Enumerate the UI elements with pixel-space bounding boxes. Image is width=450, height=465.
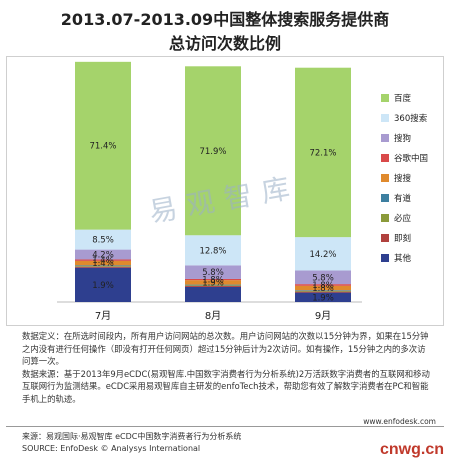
bar-segment-必应-7月 (75, 266, 131, 267)
bar-segment-有道-9月 (295, 290, 351, 291)
bar-segment-即刻-9月 (295, 291, 351, 293)
bar-segment-即刻-7月 (75, 266, 131, 268)
bar-segment-搜搜-8月 (185, 280, 241, 285)
data-definition-note: 数据定义：在所选时间段内，所有用户访问网站的总次数。用户访问网站的次数以15分钟… (22, 331, 429, 367)
bar-segment-搜狗-8月 (185, 265, 241, 279)
chart-title-line2: 总访问次数比例 (168, 34, 281, 53)
legend-swatch-必应 (381, 214, 389, 222)
legend-label-必应: 必应 (394, 213, 412, 224)
legend-label-有道: 有道 (394, 193, 412, 204)
bar-segment-百度-9月 (295, 67, 351, 238)
legend-label-360搜索: 360搜索 (394, 113, 427, 124)
data-label-百度-7月: 71.4% (89, 142, 116, 152)
data-label-搜狗-9月: 5.8% (312, 273, 334, 283)
data-label-360搜索-7月: 8.5% (92, 236, 114, 246)
bar-segment-360搜索-7月 (75, 229, 131, 250)
legend-label-即刻: 即刻 (394, 233, 411, 244)
data-label-其他-9月: 1.9% (312, 293, 334, 303)
bar-segment-必应-8月 (185, 285, 241, 287)
x-tick-label-7月: 7月 (95, 310, 111, 322)
bar-segment-百度-8月 (185, 66, 241, 236)
bar-segment-其他-7月 (75, 267, 131, 302)
bar-segment-其他-8月 (185, 286, 241, 302)
bar-segment-百度-7月 (75, 61, 131, 230)
bar-segment-其他-9月 (295, 292, 351, 302)
bar-segment-搜搜-7月 (75, 260, 131, 266)
data-source-note: 数据来源：基于2013年9月eCDC(易观智库.中国数字消费者行为分析系统)2万… (22, 368, 430, 404)
bar-segment-搜搜-9月 (295, 285, 351, 291)
data-label-搜搜-8月: 1.9% (202, 278, 224, 288)
legend-swatch-谷歌中国 (381, 154, 389, 162)
bar-segment-搜狗-7月 (75, 249, 131, 260)
data-label-百度-9月: 72.1% (309, 148, 336, 158)
legend-label-谷歌中国: 谷歌中国 (394, 153, 428, 164)
data-label-搜搜-9月: 1.8% (312, 284, 334, 294)
legend-label-搜狗: 搜狗 (394, 133, 411, 144)
legend-swatch-其他 (381, 254, 389, 262)
legend-swatch-搜狗 (381, 134, 389, 142)
data-label-搜狗-7月: 4.2% (92, 251, 114, 261)
bar-segment-有道-7月 (75, 265, 131, 267)
legend-label-搜搜: 搜搜 (394, 173, 412, 184)
data-label-360搜索-9月: 14.2% (309, 250, 336, 260)
data-label-谷歌中国-8月: 1.8% (202, 276, 224, 286)
cnwg-logo: cnwg.cn (379, 441, 444, 458)
bar-segment-必应-9月 (295, 290, 351, 292)
bar-segment-即刻-8月 (185, 286, 241, 287)
notes: 数据定义：在所选时间段内，所有用户访问网站的总次数。用户访问网站的次数以15分钟… (22, 330, 432, 406)
legend-swatch-有道 (381, 194, 389, 202)
data-label-谷歌中国-9月: 1.8% (312, 281, 334, 291)
legend-swatch-360搜索 (381, 114, 389, 122)
stacked-bar-chart: 1.9%1.4%1.4%4.2%8.5%71.4%7月1.9%1.8%5.8%1… (57, 61, 428, 322)
website-label: www.enfodesk.com (363, 417, 436, 426)
bar-segment-360搜索-9月 (295, 237, 351, 271)
source-en: SOURCE: EnfoDesk © Analysys Internationa… (22, 444, 201, 453)
source-cn: 来源：易观国际·易观智库 eCDC中国数字消费者行为分析系统 (22, 432, 242, 441)
bar-segment-谷歌中国-9月 (295, 284, 351, 286)
x-tick-label-9月: 9月 (315, 310, 331, 322)
legend-swatch-百度 (381, 94, 389, 102)
x-tick-label-8月: 8月 (205, 310, 221, 322)
legend-swatch-即刻 (381, 234, 389, 242)
chart-title-line1: 2013.07-2013.09中国整体搜索服务提供商 (60, 10, 390, 29)
data-label-搜狗-8月: 5.8% (202, 268, 224, 278)
bar-segment-有道-8月 (185, 284, 241, 286)
data-label-360搜索-8月: 12.8% (199, 246, 226, 256)
legend-swatch-搜搜 (381, 174, 389, 182)
bar-segment-谷歌中国-8月 (185, 278, 241, 281)
footer-divider (6, 426, 444, 427)
bar-segment-360搜索-8月 (185, 235, 241, 266)
bar-segment-谷歌中国-7月 (75, 259, 131, 261)
data-label-搜搜-7月: 1.4% (92, 259, 114, 269)
chart-panel: 1.9% 1.4% 1.4% 4.2% 8.5% 71.4% 7月 1.9% 1.8% 5.8% 1… (6, 56, 444, 326)
bar-segment-搜狗-9月 (295, 270, 351, 285)
data-label-其他-7月: 1.9% (92, 281, 114, 291)
data-label-百度-8月: 71.9% (199, 147, 226, 157)
legend-label-百度: 百度 (394, 93, 412, 104)
legend-label-其他: 其他 (394, 253, 412, 264)
data-label-谷歌中国-7月: 1.4% (92, 256, 114, 266)
